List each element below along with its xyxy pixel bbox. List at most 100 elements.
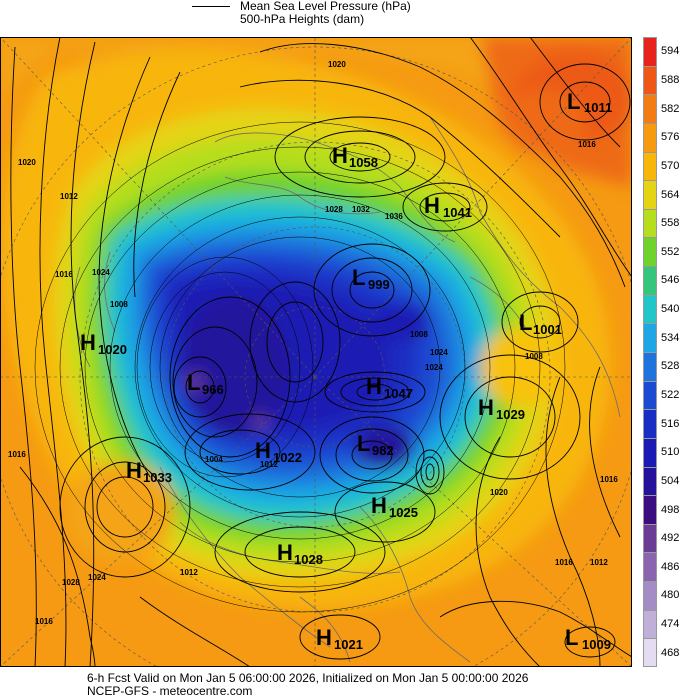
pressure-center: H 1021 bbox=[316, 625, 363, 652]
legend-heights-label: 500-hPa Heights (dam) bbox=[240, 12, 365, 26]
colorbar-swatch bbox=[643, 437, 657, 467]
pressure-center: H 1020 bbox=[80, 330, 127, 357]
colorbar-swatch bbox=[643, 151, 657, 181]
isobar-label: 1020 bbox=[328, 60, 346, 69]
colorbar-swatch bbox=[643, 237, 657, 267]
pressure-center: L 1001 bbox=[519, 310, 562, 337]
map-footer: 6-h Fcst Valid on Mon Jan 5 06:00:00 202… bbox=[87, 672, 528, 698]
isobar-label: 1024 bbox=[92, 268, 110, 277]
color-scale: 594 588 582 576 570 564 558 552 546 540 534 528 522 5… bbox=[643, 37, 681, 667]
colorbar-label: 564 bbox=[661, 188, 680, 201]
pressure-center: H 1022 bbox=[255, 438, 302, 465]
isobar-label: 1008 bbox=[525, 352, 543, 361]
colorbar-swatch bbox=[643, 266, 657, 295]
map-frame bbox=[0, 37, 632, 667]
colorbar-label: 546 bbox=[661, 274, 680, 287]
colorbar-swatch bbox=[643, 37, 657, 66]
map-legend: Mean Sea Level Pressure (hPa) 500-hPa He… bbox=[192, 0, 522, 30]
center-letter: H bbox=[316, 625, 332, 650]
colorbar-swatch bbox=[643, 352, 657, 381]
colorbar-label: 510 bbox=[661, 446, 680, 459]
heights-contours bbox=[34, 121, 566, 613]
center-letter: H bbox=[366, 374, 382, 399]
source-credit-text: NCEP-GFS - meteocentre.com bbox=[87, 684, 253, 698]
colorbar-swatch bbox=[643, 495, 657, 524]
isobar-labels: 1020 1012 1016 1024 1008 1016 1024 1028 … bbox=[8, 60, 618, 626]
colorbar-label: 552 bbox=[661, 245, 680, 258]
legend-mslp-label: Mean Sea Level Pressure (hPa) bbox=[240, 0, 411, 13]
center-value: 1025 bbox=[389, 505, 418, 520]
coastlines bbox=[74, 116, 621, 663]
center-letter: L bbox=[357, 431, 370, 456]
pressure-center: H 1025 bbox=[371, 493, 418, 520]
heights-shading bbox=[0, 37, 632, 609]
isobar-label: 1028 bbox=[325, 205, 343, 214]
colorbar-swatch bbox=[643, 638, 657, 667]
isobar-label: 1016 bbox=[55, 270, 73, 279]
center-letter: L bbox=[519, 310, 532, 335]
isobars bbox=[10, 37, 632, 667]
isobar-label: 1012 bbox=[60, 192, 78, 201]
isobar-label: 1004 bbox=[205, 455, 223, 464]
colorbar-label: 498 bbox=[661, 503, 680, 516]
colorbar-swatch bbox=[643, 409, 657, 438]
colorbar-swatch bbox=[643, 122, 657, 152]
pressure-center: L 982 bbox=[357, 431, 394, 458]
colorbar-swatch bbox=[643, 294, 657, 324]
pressure-center: H 1033 bbox=[126, 458, 172, 485]
center-value: 1020 bbox=[98, 342, 127, 357]
center-letter: L bbox=[187, 370, 200, 395]
pressure-center: H 1047 bbox=[366, 374, 413, 401]
colorbar-label: 594 bbox=[661, 45, 680, 58]
isobar-label: 1020 bbox=[18, 158, 36, 167]
pressure-center: L 999 bbox=[352, 265, 390, 292]
colorbar-label: 528 bbox=[661, 360, 680, 373]
center-letter: L bbox=[567, 89, 580, 114]
isobar-label: 1024 bbox=[425, 363, 443, 372]
center-letter: H bbox=[255, 438, 271, 463]
colorbar-label: 576 bbox=[661, 131, 680, 144]
pressure-center: L 966 bbox=[187, 370, 224, 397]
colorbar-label: 516 bbox=[661, 417, 680, 430]
colorbar-label: 480 bbox=[661, 589, 680, 602]
center-letter: H bbox=[126, 458, 142, 483]
isobar-label: 1020 bbox=[490, 488, 508, 497]
colorbar-swatch bbox=[643, 609, 657, 639]
colorbar-label: 492 bbox=[661, 532, 680, 545]
colorbar-swatch bbox=[643, 581, 657, 610]
center-letter: H bbox=[277, 540, 293, 565]
center-letter: L bbox=[565, 625, 578, 650]
isobar-label: 1012 bbox=[260, 460, 278, 469]
colorbar-swatch bbox=[643, 208, 657, 238]
center-letter: H bbox=[371, 493, 387, 518]
pressure-center: L 1011 bbox=[567, 89, 612, 115]
colorbar-swatch bbox=[643, 94, 657, 123]
pressure-centers: L 1011 H 1058 H 1041 L 999 H 1020 L 1001 H 1047… bbox=[80, 89, 612, 652]
colorbar-label: 522 bbox=[661, 388, 680, 401]
center-letter: H bbox=[332, 143, 348, 168]
isobar-label: 1028 bbox=[62, 578, 80, 587]
colorbar-swatch bbox=[643, 380, 657, 410]
pressure-center: H 1041 bbox=[424, 193, 472, 220]
pressure-center: L 1009 bbox=[565, 625, 611, 652]
forecast-valid-text: 6-h Fcst Valid on Mon Jan 5 06:00:00 202… bbox=[87, 671, 529, 685]
colorbar-label: 486 bbox=[661, 560, 680, 573]
colorbar-label: 582 bbox=[661, 102, 680, 115]
pressure-center: H 1028 bbox=[277, 540, 323, 567]
colorbar-label: 570 bbox=[661, 159, 680, 172]
colorbar-bottom-border bbox=[643, 666, 657, 667]
colorbar-swatch bbox=[643, 180, 657, 209]
center-value: 1001 bbox=[533, 322, 562, 337]
center-value: 1022 bbox=[273, 450, 302, 465]
colorbar-label: 558 bbox=[661, 217, 680, 230]
isobar-label: 1016 bbox=[578, 140, 596, 149]
center-value: 1021 bbox=[334, 637, 363, 652]
center-letter: H bbox=[80, 330, 96, 355]
center-value: 966 bbox=[202, 382, 224, 397]
center-value: 1029 bbox=[496, 407, 525, 422]
colorbar-swatch bbox=[643, 65, 657, 95]
isobar-label: 1012 bbox=[590, 558, 608, 567]
center-letter: L bbox=[352, 265, 365, 290]
center-value: 1041 bbox=[443, 205, 472, 220]
colorbar-swatch bbox=[643, 523, 657, 553]
